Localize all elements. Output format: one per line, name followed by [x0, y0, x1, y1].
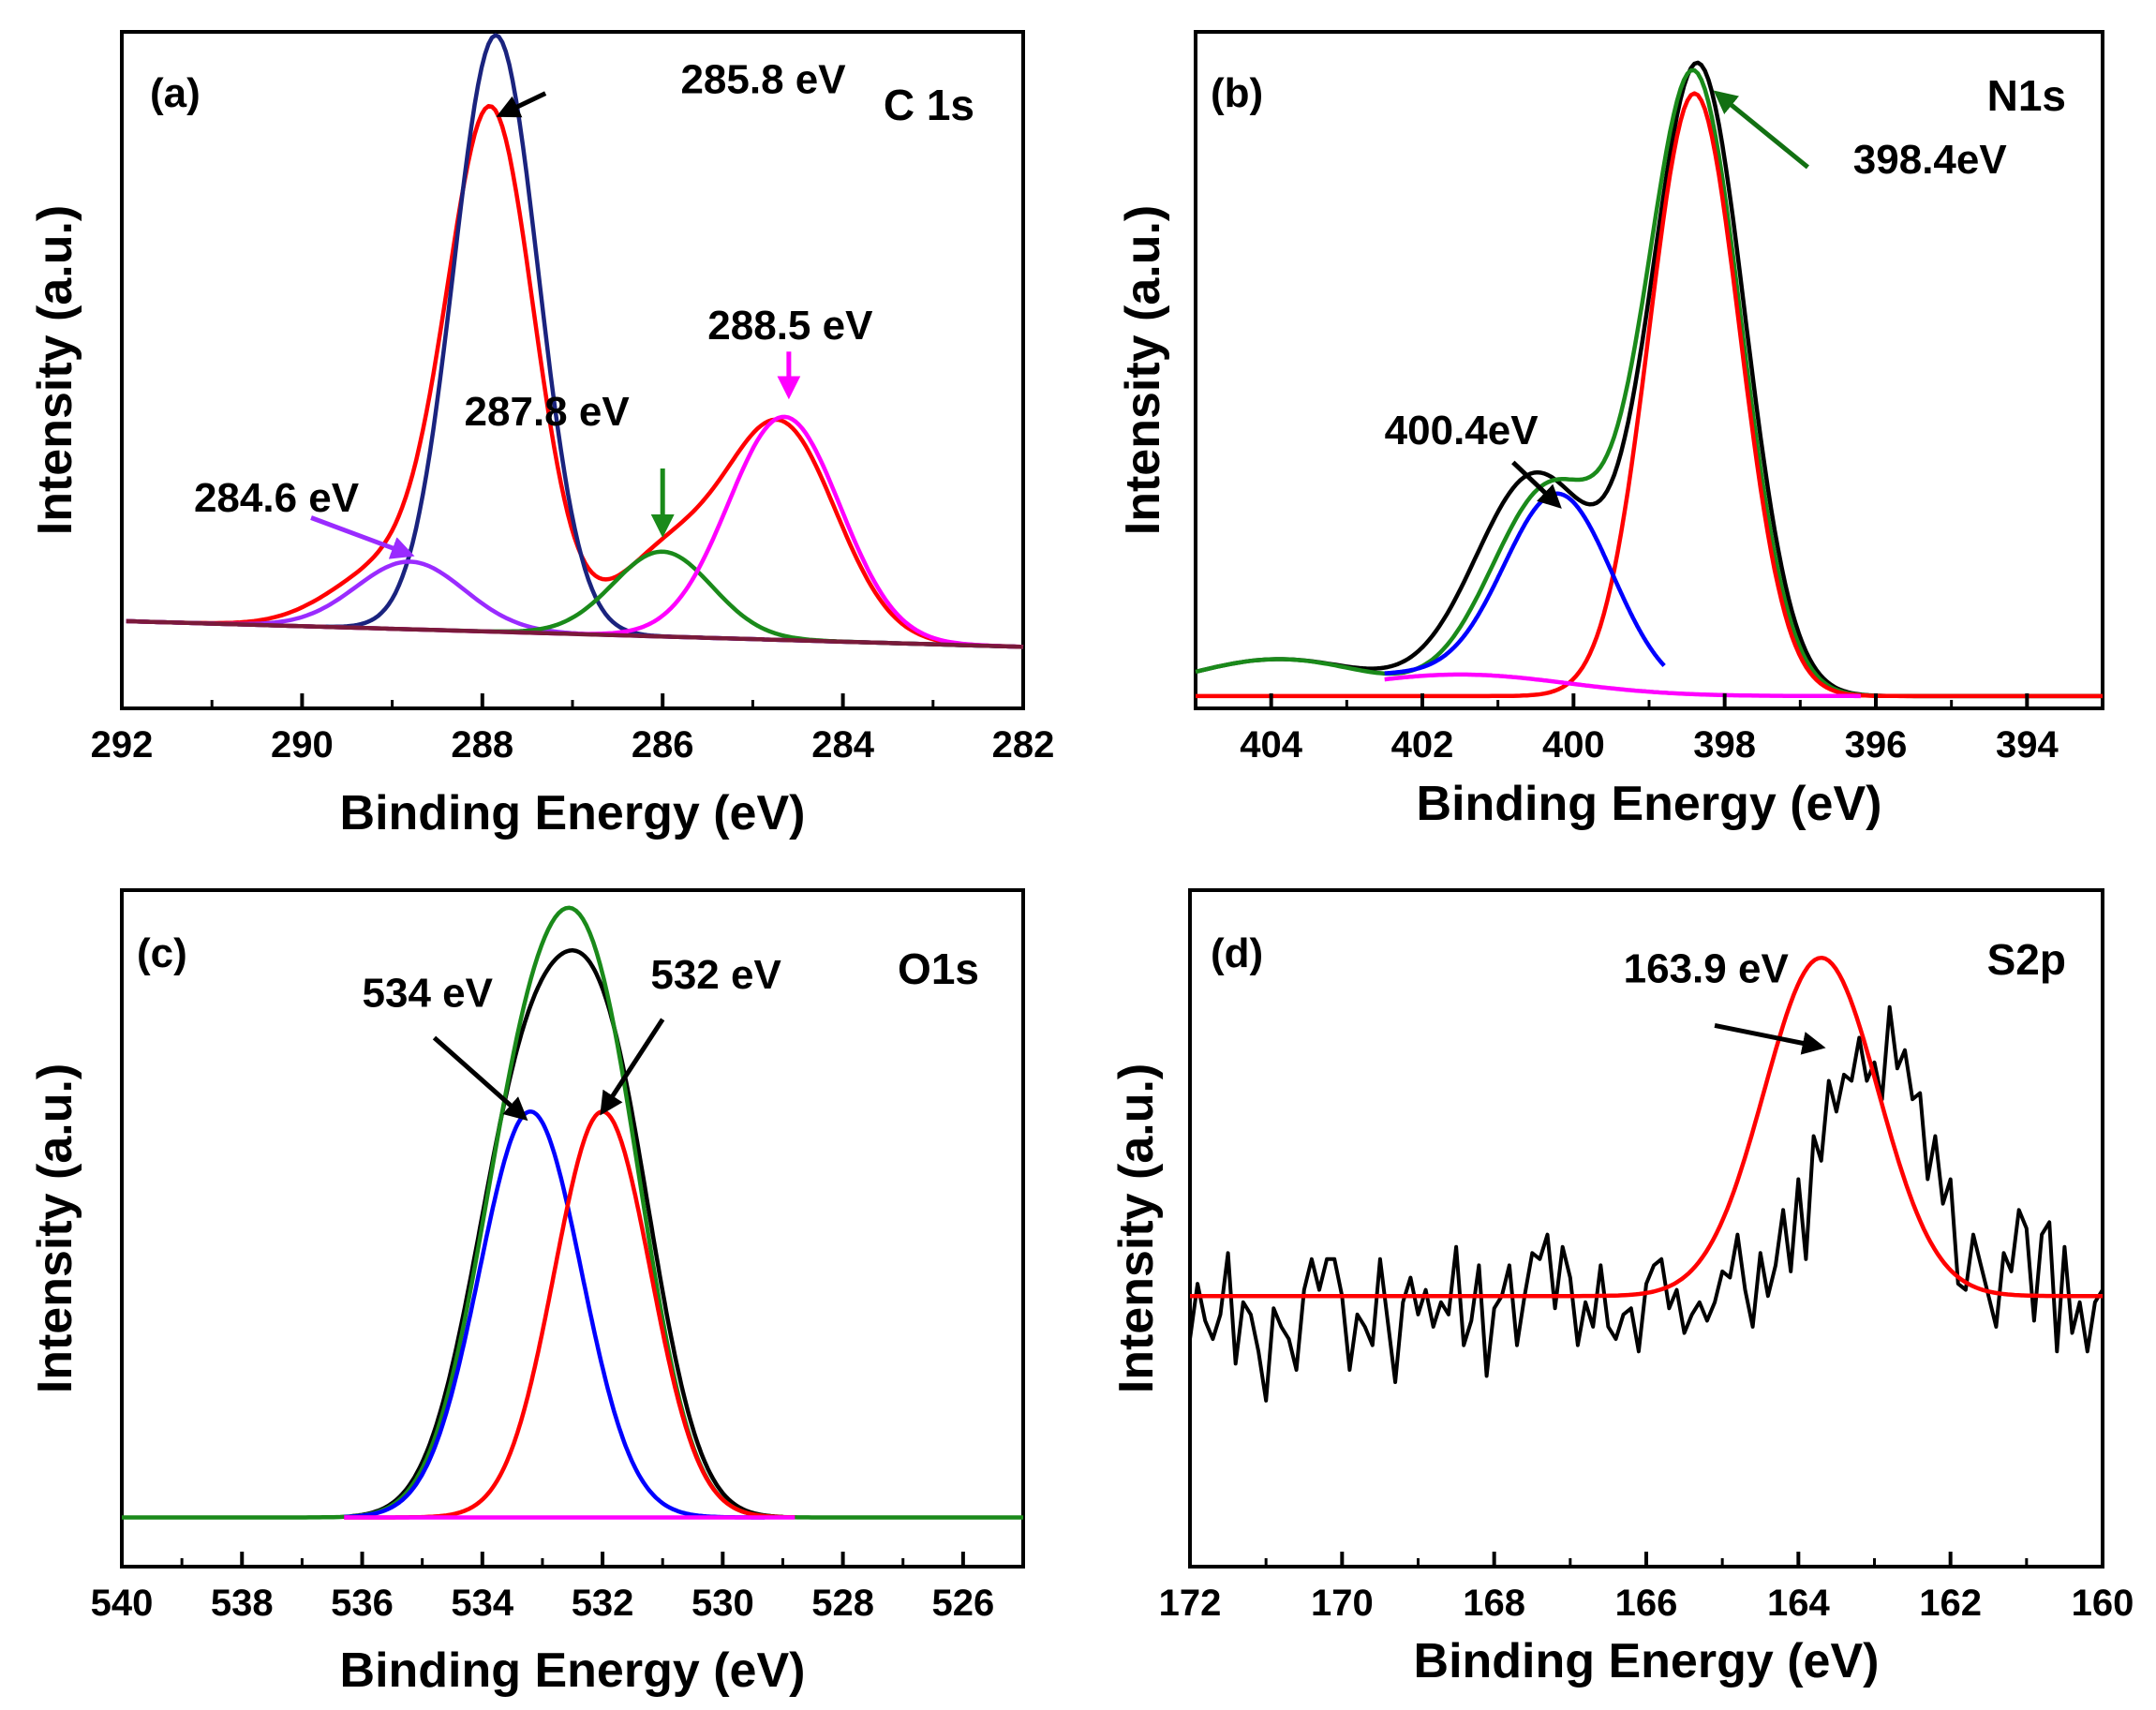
panel-a-annotation-label: 284.6 eV: [194, 475, 360, 521]
panel-c-x-tick-label: 534: [451, 1583, 513, 1624]
panel-b-x-tick-label: 402: [1391, 724, 1454, 766]
panel-c: 540 538 536 534 532 530 528 526 534 eV 532 eV (c…: [28, 888, 1025, 1698]
panel-b-annotation-arrow: [1713, 90, 1809, 170]
panel-d: 172 170 168 166 164 162 160 163.9 eV (d) S2p B…: [1109, 888, 2134, 1688]
panel-d-x-tick-label: 164: [1767, 1583, 1830, 1624]
panel-a-x-tick-label: 284: [811, 724, 874, 766]
panel-d-x-tick-label: 162: [1919, 1583, 1982, 1624]
panel-b-y-axis-label: Intensity (a.u.): [1116, 205, 1170, 535]
panel-b-series-fit-398-4ev: [1196, 91, 2103, 699]
panel-a-x-axis-label: Binding Energy (eV): [340, 786, 806, 840]
panel-a-series-envelope: [126, 103, 1024, 649]
panel-a-x-tick-label: 282: [992, 724, 1055, 766]
panel-a-element-label: C 1s: [884, 81, 974, 129]
panel-a-ticks: 292 290 288 286 284 282: [91, 693, 1055, 766]
panel-c-annotation-label: 534 eV: [363, 971, 494, 1017]
panel-a-x-tick-label: 288: [451, 724, 513, 766]
panel-a-annotation-arrow: [310, 515, 415, 559]
panel-a-x-tick-label: 290: [271, 724, 334, 766]
panel-d-series-raw: [1188, 1004, 2104, 1403]
panel-d-annotation-label: 163.9 eV: [1624, 945, 1790, 991]
panel-b-x-tick-label: 398: [1693, 724, 1756, 766]
panel-c-annotations: 534 eV 532 eV: [363, 952, 781, 1122]
panel-a: 292 290 288 286 284 282 285.8 eV 284.6 eV 287.8…: [28, 30, 1055, 840]
panel-b-element-label: N1s: [1987, 71, 2066, 120]
panel-a-y-axis-label: Intensity (a.u.): [28, 205, 82, 535]
panel-c-series-envelope: [122, 905, 1023, 1520]
panel-b-x-tick-label: 394: [1996, 724, 2059, 766]
panel-b-annotation-label: 400.4eV: [1385, 408, 1539, 454]
panel-b-x-axis-label: Binding Energy (eV): [1417, 777, 1882, 831]
panel-c-y-axis-label: Intensity (a.u.): [28, 1063, 82, 1393]
panel-c-x-tick-label: 526: [931, 1583, 994, 1624]
panel-d-element-label: S2p: [1987, 935, 2066, 984]
panel-d-label: (d): [1211, 930, 1263, 976]
panel-b-x-tick-label: 404: [1240, 724, 1302, 766]
panel-b-x-tick-label: 400: [1542, 724, 1605, 766]
panel-d-x-tick-label: 168: [1463, 1583, 1525, 1624]
panel-a-annotation-label: 287.8 eV: [465, 389, 631, 435]
panel-c-x-tick-label: 540: [91, 1583, 154, 1624]
panel-b-annotations: 398.4eV 400.4eV: [1385, 90, 2008, 509]
panel-a-annotation-arrow: [496, 91, 547, 118]
panel-a-series: [126, 33, 1024, 649]
panel-a-annotation-label: 288.5 eV: [707, 303, 873, 349]
panel-c-x-tick-label: 530: [691, 1583, 754, 1624]
panel-c-frame: [120, 888, 1025, 1569]
panel-d-x-axis-label: Binding Energy (eV): [1414, 1634, 1880, 1688]
panel-a-label: (a): [150, 70, 201, 116]
panel-c-series-raw: [349, 948, 783, 1520]
panel-b: 404 402 400 398 396 394 398.4eV 400.4eV (b) N1…: [1116, 30, 2104, 831]
panel-a-annotation-label: 285.8 eV: [680, 57, 846, 103]
panel-c-x-axis-label: Binding Energy (eV): [340, 1643, 806, 1698]
panel-b-annotation-arrow: [1511, 460, 1562, 509]
panel-b-frame: [1194, 30, 2104, 710]
panel-d-x-tick-label: 166: [1615, 1583, 1678, 1624]
panel-c-ticks: 540 538 536 534 532 530 528 526: [91, 1552, 994, 1624]
panel-d-x-tick-label: 170: [1311, 1583, 1374, 1624]
panel-c-annotation-arrow: [600, 1018, 665, 1116]
panel-d-annotation-arrow: [1714, 1022, 1826, 1055]
panel-b-series-background: [1384, 672, 1862, 699]
panel-a-series-background: [126, 618, 1024, 649]
panel-c-element-label: O1s: [898, 944, 979, 993]
panel-c-annotation-arrow: [432, 1035, 528, 1122]
panel-c-x-tick-label: 528: [811, 1583, 874, 1624]
panel-c-series-fit-534-ev: [343, 1109, 766, 1520]
panel-c-x-tick-label: 536: [331, 1583, 394, 1624]
panel-a-annotations: 285.8 eV 284.6 eV 287.8 eV 288.5 eV: [194, 57, 873, 559]
panel-c-x-tick-label: 538: [211, 1583, 274, 1624]
panel-d-annotations: 163.9 eV: [1624, 945, 1826, 1055]
panel-d-y-axis-label: Intensity (a.u.): [1109, 1063, 1164, 1393]
panel-b-label: (b): [1211, 70, 1263, 116]
panel-b-series-fit-400-4ev: [1383, 491, 1666, 676]
panel-c-label: (c): [137, 930, 187, 976]
panel-c-series: [122, 905, 1023, 1520]
panel-a-x-tick-label: 286: [632, 724, 694, 766]
panel-b-series: [1195, 60, 2103, 699]
panel-b-x-tick-label: 396: [1845, 724, 1908, 766]
panel-c-x-tick-label: 532: [572, 1583, 634, 1624]
panel-d-ticks: 172 170 168 166 164 162 160: [1159, 1552, 2134, 1624]
panel-d-x-tick-label: 160: [2072, 1583, 2134, 1624]
panel-b-ticks: 404 402 400 398 396 394: [1240, 693, 2059, 766]
panel-b-annotation-label: 398.4eV: [1853, 137, 2008, 183]
panel-d-series: [1188, 955, 2104, 1403]
panel-d-series-fit: [1190, 955, 2103, 1299]
panel-a-x-tick-label: 292: [91, 724, 154, 766]
panel-d-x-tick-label: 172: [1159, 1583, 1222, 1624]
panel-c-series-fit-532-ev: [343, 1109, 795, 1520]
panel-c-annotation-label: 532 eV: [650, 952, 781, 998]
